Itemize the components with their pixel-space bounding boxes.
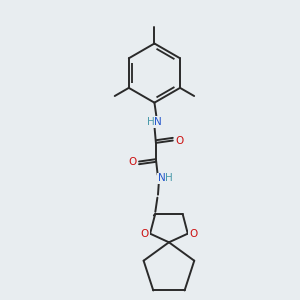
Text: O: O	[141, 229, 149, 238]
Text: N: N	[154, 117, 162, 127]
Text: H: H	[165, 173, 173, 183]
Text: N: N	[158, 173, 166, 183]
Text: O: O	[175, 136, 183, 146]
Text: H: H	[147, 117, 155, 127]
Text: O: O	[189, 229, 197, 238]
Text: O: O	[128, 157, 137, 166]
